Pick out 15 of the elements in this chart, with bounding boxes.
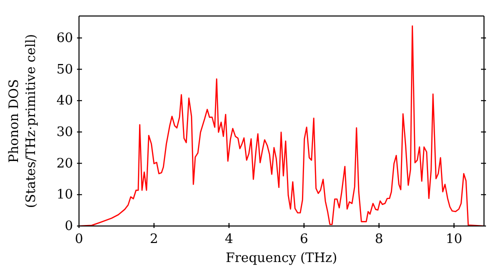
y-tick-label: 30 bbox=[56, 124, 73, 140]
y-tick-label: 60 bbox=[56, 30, 73, 46]
x-axis-title: Frequency (THz) bbox=[226, 251, 338, 266]
x-tick-label: 0 bbox=[74, 232, 84, 247]
y-tick-label: 20 bbox=[56, 156, 73, 172]
y-tick-label: 50 bbox=[56, 62, 73, 78]
y-tick-label: 40 bbox=[56, 94, 73, 109]
x-tick-label: 6 bbox=[300, 232, 308, 247]
y-tick-label: 10 bbox=[56, 188, 73, 203]
y-tick-label: 0 bbox=[64, 219, 73, 234]
x-tick-label: 2 bbox=[150, 232, 158, 247]
y-axis-title: Phonon DOS (States/THz·primitive cell) bbox=[7, 34, 39, 208]
x-tick-label: 8 bbox=[374, 232, 384, 247]
x-tick-label: 4 bbox=[224, 232, 234, 247]
x-tick-label: 10 bbox=[446, 232, 462, 247]
